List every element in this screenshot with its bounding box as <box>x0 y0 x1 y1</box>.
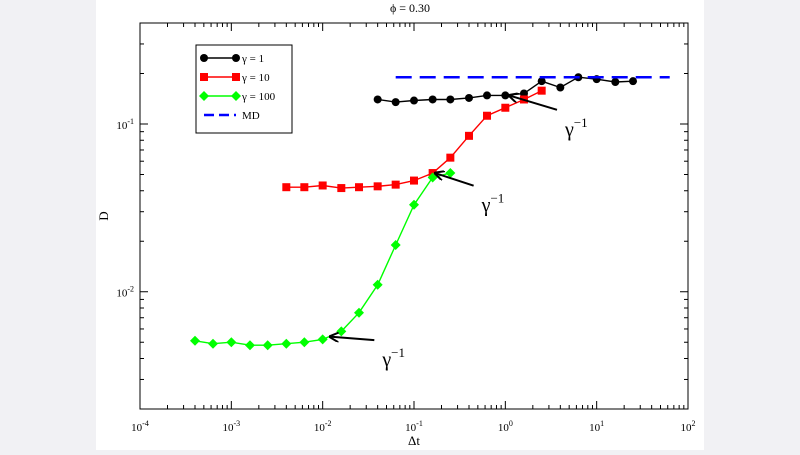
data-point <box>390 239 401 250</box>
annotation-arrow <box>509 95 558 111</box>
data-point <box>318 181 327 190</box>
data-point <box>372 279 383 290</box>
data-point <box>483 111 492 120</box>
data-point <box>300 183 309 192</box>
x-tick-label: 10-3 <box>222 419 240 434</box>
legend-marker <box>231 91 241 101</box>
data-point <box>373 182 382 191</box>
legend-marker <box>232 54 240 62</box>
data-point <box>373 95 382 104</box>
data-point <box>464 131 473 140</box>
annotation-label: γ−1 <box>481 191 505 217</box>
x-axis-label: Δt <box>408 433 420 448</box>
y-tick-label: 10-2 <box>116 285 134 300</box>
x-tick-label: 100 <box>498 419 513 434</box>
annotation-label: γ−1 <box>564 115 588 141</box>
data-point <box>445 168 456 179</box>
data-point <box>483 91 492 100</box>
series-layer <box>189 73 670 351</box>
annotation-arrow <box>330 337 375 341</box>
legend-box <box>195 44 293 134</box>
x-tick-label: 10-2 <box>314 419 332 434</box>
data-point <box>354 307 365 318</box>
legend: γ = 1 γ = 10 γ = 100 MD <box>195 44 293 134</box>
data-point <box>317 334 328 345</box>
chart-figure: ϕ = 0.30 10-4 10-3 10-2 10-1 100 101 102 10-2 10… <box>96 0 704 450</box>
data-point <box>629 77 638 86</box>
annotations: γ−1 γ−1 γ−1 <box>330 95 588 371</box>
data-point <box>226 337 237 348</box>
data-point <box>428 95 437 104</box>
chart-title: ϕ = 0.30 <box>390 1 430 15</box>
legend-marker <box>200 54 208 62</box>
data-point <box>446 95 455 104</box>
data-point <box>537 77 546 86</box>
data-point <box>464 93 473 102</box>
data-point <box>281 338 292 349</box>
tick-labels: 10-4 10-3 10-2 10-1 100 101 102 10-2 10-1 <box>116 117 695 434</box>
data-point <box>410 96 418 105</box>
data-point <box>282 183 291 192</box>
legend-label: γ = 10 <box>241 72 270 84</box>
annotation-arrow <box>435 173 474 187</box>
chart-svg: ϕ = 0.30 10-4 10-3 10-2 10-1 100 101 10210-210… <box>96 1 696 448</box>
data-point <box>244 340 255 351</box>
data-point <box>391 180 400 189</box>
legend-label: γ = 1 <box>241 53 264 65</box>
annotation-label: γ−1 <box>381 345 405 371</box>
series-line <box>194 172 451 346</box>
x-tick-label: 10-1 <box>405 419 423 434</box>
data-point <box>501 103 510 112</box>
x-tick-label: 101 <box>589 419 604 434</box>
data-point <box>611 77 620 86</box>
data-point <box>410 176 418 185</box>
series-2 <box>189 168 456 351</box>
data-point <box>446 153 455 162</box>
x-tick-label: 10-4 <box>131 419 149 434</box>
x-tick-label: 102 <box>681 419 696 434</box>
data-point <box>299 337 310 348</box>
data-point <box>501 91 510 100</box>
data-point <box>556 83 565 92</box>
legend-marker <box>200 73 208 81</box>
data-point <box>409 199 419 210</box>
legend-marker <box>199 91 209 101</box>
data-point <box>208 338 219 349</box>
legend-label: MD <box>242 110 260 122</box>
axis-ticks <box>139 22 689 410</box>
data-point <box>262 340 273 351</box>
legend-marker <box>232 73 240 81</box>
data-point <box>391 98 400 107</box>
legend-label: γ = 100 <box>241 91 276 103</box>
data-point <box>537 86 546 95</box>
data-point <box>337 184 346 193</box>
data-point <box>189 335 200 346</box>
data-point <box>355 183 364 192</box>
y-tick-label: 10-1 <box>116 117 134 132</box>
y-axis-label: D <box>96 211 111 220</box>
